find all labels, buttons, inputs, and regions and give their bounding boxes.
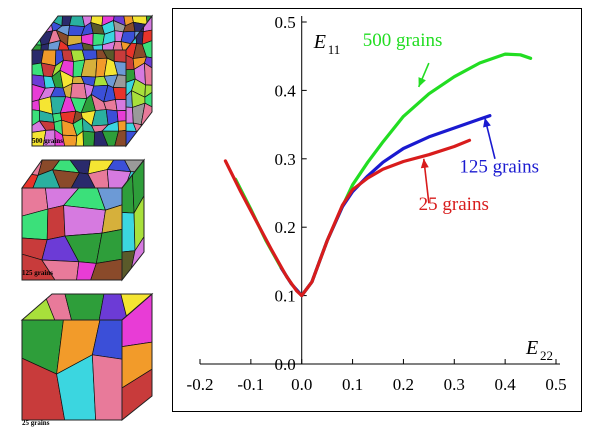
x-tick-label: -0.1	[237, 375, 264, 394]
grain-cell	[112, 87, 126, 100]
x-tick-label: 0.5	[545, 375, 566, 394]
grain-cell	[69, 172, 97, 188]
cube-panel-500: 500 grains	[18, 6, 166, 154]
annotation-label-500: 500 grains	[363, 30, 443, 51]
x-tick-label: 0.3	[444, 375, 465, 394]
grain-cell	[112, 41, 124, 50]
grain-cell	[122, 250, 136, 280]
grain-cell	[63, 205, 106, 237]
grain-cell	[91, 320, 122, 360]
grain-cell	[46, 205, 66, 241]
grain-cell	[32, 43, 42, 50]
cube-front-face-125	[22, 188, 122, 280]
cube-label-25: 25 grains	[22, 419, 50, 427]
annotation-label-125: 125 grains	[459, 156, 539, 177]
annotation-arrow-head	[420, 158, 429, 169]
annotation-arrow-head	[418, 77, 426, 87]
grain-cell	[54, 129, 66, 146]
y-tick-label: 0.1	[274, 287, 295, 306]
x-tick-label: 0.4	[495, 375, 517, 394]
grain-cell	[133, 191, 144, 252]
grain-cell	[116, 110, 126, 122]
y-tick-label: 0.3	[274, 150, 295, 169]
grain-cell	[31, 169, 62, 188]
y-tick-label: 0.0	[274, 355, 295, 374]
grain-cell	[141, 39, 152, 59]
grain-cell	[101, 204, 122, 234]
y-tick-label: 0.2	[274, 218, 295, 237]
cube-front-face-25	[22, 320, 122, 420]
cube-label-500: 500 grains	[32, 137, 63, 145]
grain-cell	[96, 188, 122, 211]
y-tick-label: 0.5	[274, 13, 295, 32]
grain-cell	[22, 357, 66, 420]
grain-cell	[32, 19, 42, 35]
grain-cell	[115, 99, 126, 112]
annotation-arrow-head	[483, 117, 491, 128]
grain-cell	[32, 16, 42, 27]
grain-cell	[117, 120, 126, 132]
grain-cell	[113, 50, 126, 63]
grain-cell	[91, 354, 122, 420]
cube-label-125: 125 grains	[22, 269, 53, 277]
x-tick-label: 0.0	[291, 375, 312, 394]
grain-cell	[42, 129, 56, 146]
grain-cell	[142, 131, 152, 146]
grain-cell	[136, 130, 148, 146]
x-axis-label: E	[525, 337, 538, 359]
grain-cell	[103, 99, 118, 112]
grain-cell	[47, 40, 61, 50]
grain-cell	[62, 134, 78, 146]
grain-cell	[57, 39, 71, 50]
cube-panel-125: 125 grains	[18, 156, 166, 286]
grain-cell	[101, 130, 119, 146]
grain-cell	[56, 354, 97, 420]
grain-cell	[81, 50, 98, 61]
annotation-label-25: 25 grains	[419, 194, 489, 215]
grain-cell	[75, 130, 84, 146]
cube-image-125	[21, 158, 146, 282]
grain-cell	[87, 169, 110, 188]
chart: -0.2 -0.1 0.0 0.1 0.2 0.3 0.4 0.5 0.0 0.1 0.2 0.3 0.…	[187, 13, 567, 394]
series-line-25	[223, 138, 472, 298]
y-axis-label: E	[313, 31, 326, 53]
y-axis-label-subscript: 11	[328, 42, 341, 57]
grain-cell	[32, 99, 40, 112]
grain-cell	[64, 294, 105, 320]
grain-cell	[113, 61, 126, 76]
grain-cell	[32, 129, 47, 146]
chart-frame	[172, 8, 582, 412]
cube-panel-25: 25 grains	[18, 292, 166, 432]
x-axis-label-subscript: 22	[540, 348, 553, 363]
grain-cell	[122, 341, 152, 390]
x-tick-label: 0.1	[342, 375, 363, 394]
grain-cell	[144, 62, 152, 86]
grain-cell	[95, 228, 122, 264]
cube-image-500	[30, 14, 154, 148]
grain-cell	[98, 294, 129, 320]
grain-cell	[41, 259, 80, 280]
cube-image-25	[20, 292, 154, 422]
grain-cell	[76, 261, 97, 280]
grain-cell	[42, 294, 73, 320]
grain-cell	[35, 16, 54, 27]
x-tick-label: -0.2	[187, 375, 214, 394]
grain-cell	[93, 130, 109, 146]
grain-cell	[82, 130, 96, 146]
x-tick-label: 0.2	[393, 375, 414, 394]
grain-cell	[22, 253, 56, 280]
y-tick-label: 0.4	[274, 81, 296, 100]
grain-cell	[90, 258, 122, 280]
grain-cell	[32, 33, 42, 46]
grain-cell	[114, 130, 126, 146]
cube-top-face-125	[22, 160, 144, 188]
grain-cell	[112, 74, 126, 89]
cube-front-face-500	[32, 50, 126, 146]
